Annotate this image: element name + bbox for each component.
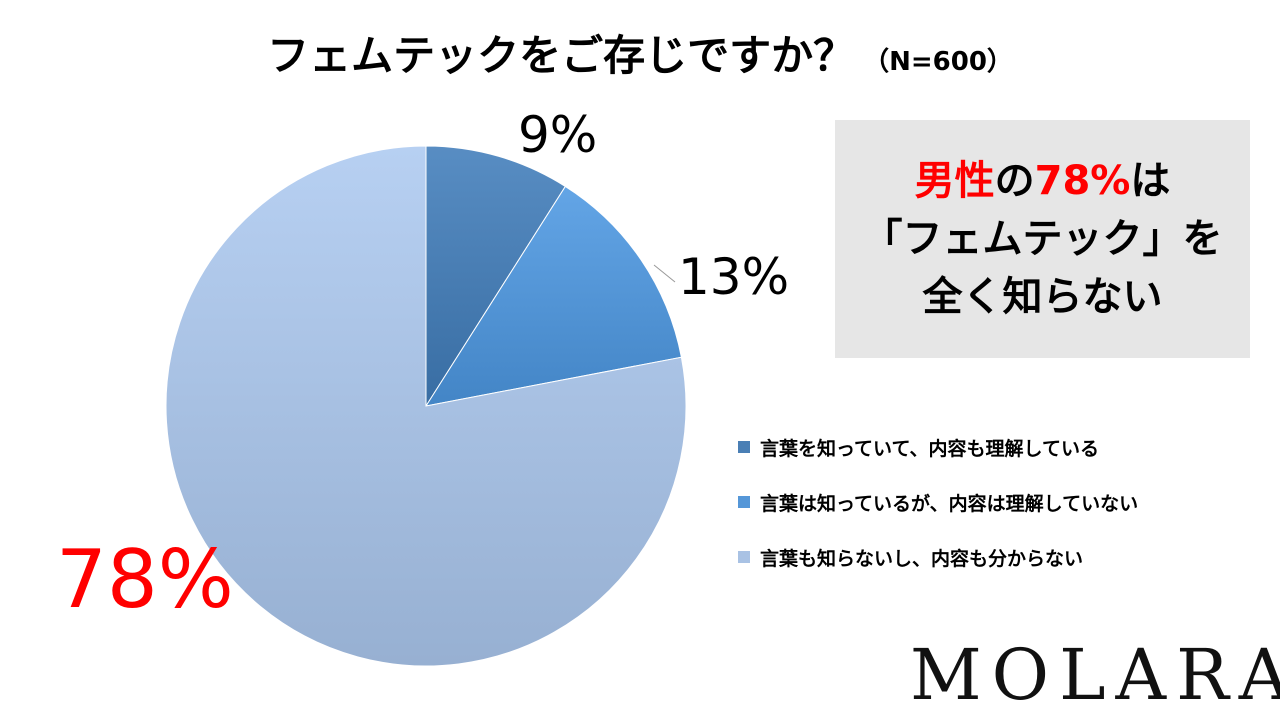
callout-no: の (994, 158, 1035, 204)
chart-title: フェムテックをご存じですか？ （N=600） (0, 22, 1280, 83)
legend-item-3: 言葉も知らないし、内容も分からない (738, 542, 1138, 572)
callout-men: 男性 (914, 158, 995, 204)
slice-label-2-leader (653, 264, 676, 283)
legend-swatch-2 (738, 496, 750, 508)
chart-title-main: フェムテックをご存じですか？ (267, 31, 856, 80)
callout-wa: は (1130, 158, 1171, 204)
chart-sample-size: （N=600） (863, 47, 1013, 77)
pie-slices (165, 145, 687, 667)
legend-item-1: 言葉を知っていて、内容も理解している (738, 432, 1138, 462)
slice-label-2: 13% (678, 248, 790, 306)
callout-line-2: 「フェムテック」を (862, 216, 1223, 262)
slice-label-1: 9% (518, 106, 598, 164)
callout-line-3: 全く知らない (922, 274, 1163, 320)
pie-slice-2 (424, 185, 682, 407)
legend-label-2: 言葉は知っているが、内容は理解していない (760, 492, 1139, 515)
pie-slice-3 (165, 145, 687, 667)
slice-label-3: 78% (56, 533, 234, 626)
legend-swatch-1 (738, 441, 750, 453)
legend-label-1: 言葉を知っていて、内容も理解している (760, 437, 1099, 460)
legend-label-3: 言葉も知らないし、内容も分からない (760, 547, 1084, 570)
callout-percent: 78% (1034, 158, 1131, 204)
molara-logo: MOLARA (910, 634, 1280, 716)
callout-box: 男性の78%は 「フェムテック」を 全く知らない (835, 120, 1250, 358)
legend: 言葉を知っていて、内容も理解している 言葉は知っているが、内容は理解していない … (738, 432, 1138, 597)
legend-item-2: 言葉は知っているが、内容は理解していない (738, 487, 1138, 517)
legend-swatch-3 (738, 551, 750, 563)
callout-line-1: 男性の78%は (915, 152, 1171, 210)
pie-slice-1 (425, 145, 567, 408)
